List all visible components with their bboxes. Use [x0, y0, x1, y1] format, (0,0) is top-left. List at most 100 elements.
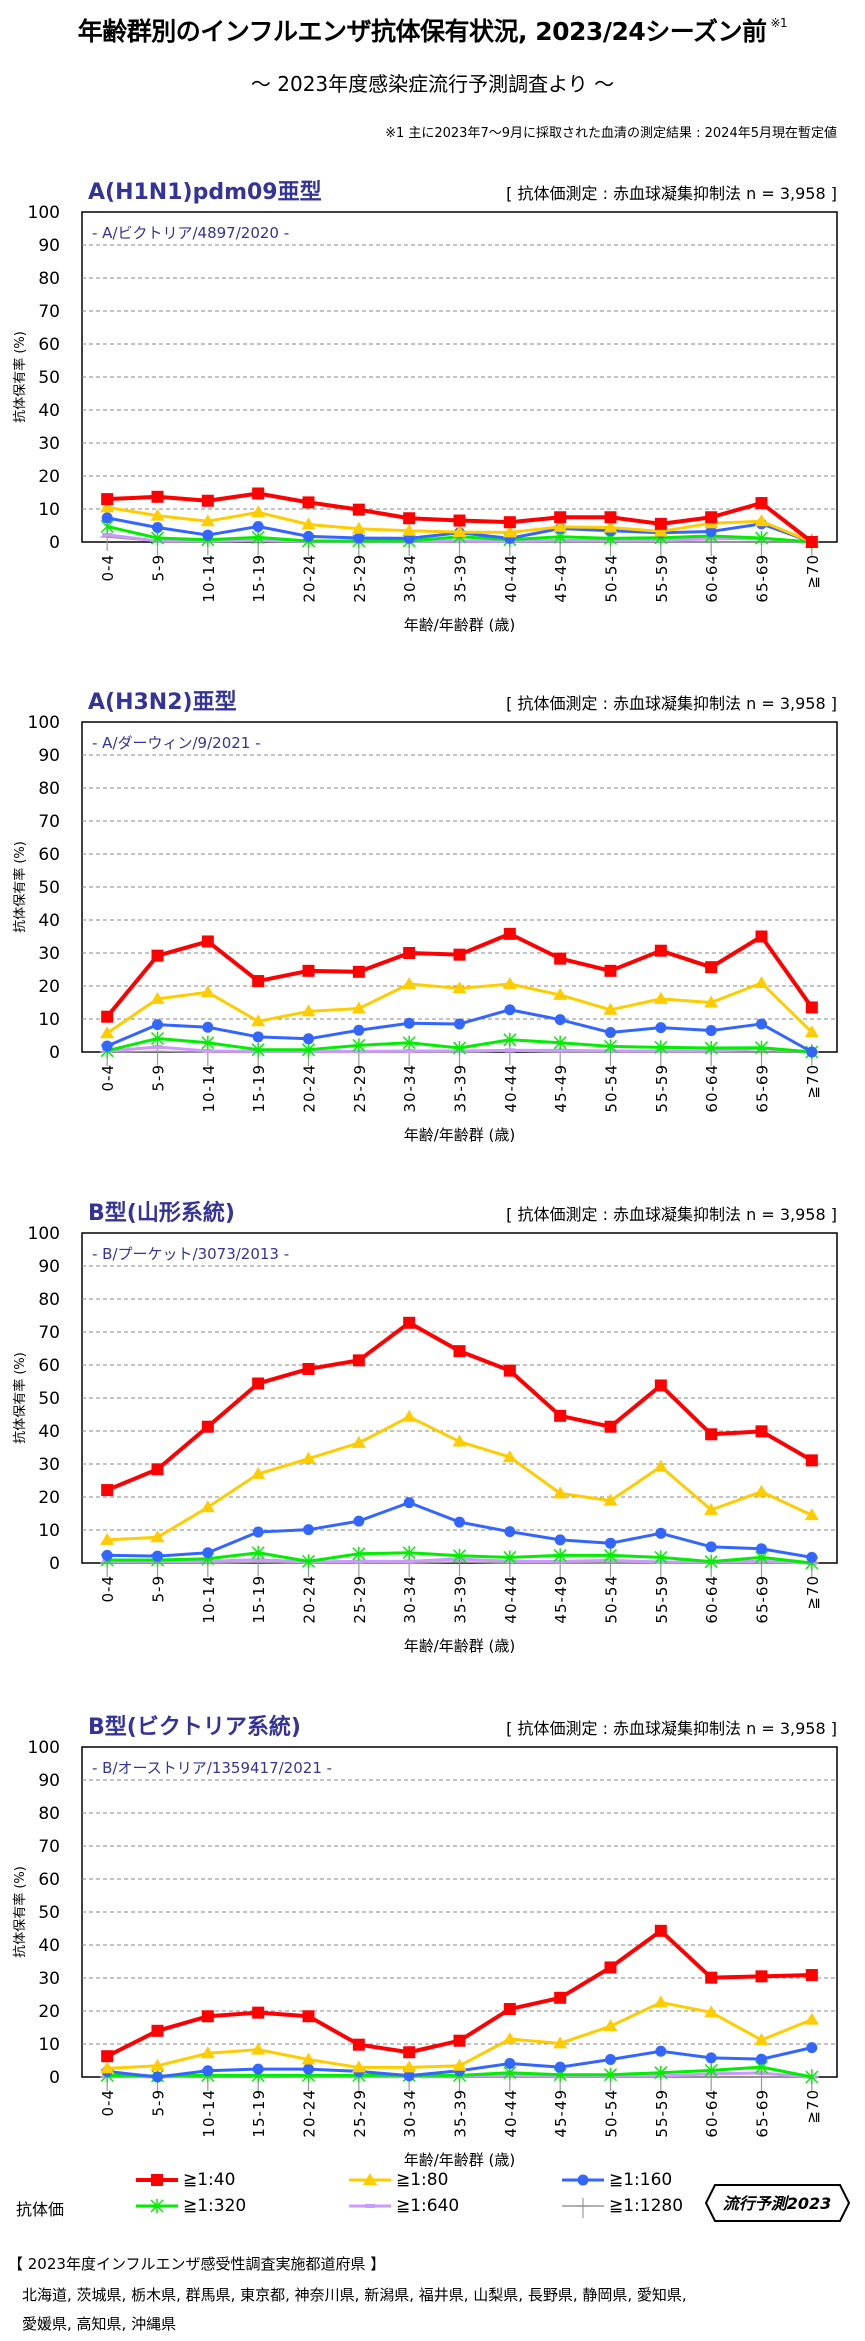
data-point	[452, 1548, 467, 1563]
data-point	[655, 1527, 667, 1539]
legend-item: ≧1:160	[562, 2168, 672, 2192]
data-point	[302, 1362, 315, 1375]
x-tick-label: 15-19	[250, 554, 268, 603]
data-point	[604, 1420, 617, 1433]
y-tick-label: 10	[38, 1521, 60, 1541]
y-tick-label: 40	[38, 1936, 60, 1956]
data-point	[756, 1018, 767, 1030]
y-tick-label: 100	[28, 713, 60, 733]
data-point	[705, 511, 718, 524]
data-point	[353, 1559, 364, 1564]
data-point	[200, 985, 215, 998]
data-point	[804, 1025, 819, 1038]
data-point	[402, 2060, 417, 2073]
x-tick-label: 65-69	[754, 1064, 772, 1113]
data-point	[704, 995, 719, 1008]
x-tick-label: 10-14	[200, 1064, 218, 1113]
data-point	[301, 1042, 316, 1057]
data-point	[654, 944, 667, 957]
data-point	[101, 1010, 114, 1023]
y-tick-label: 70	[38, 302, 60, 322]
y-tick-label: 100	[28, 203, 60, 223]
legend-marker	[150, 2199, 164, 2213]
data-point	[705, 2052, 717, 2064]
data-point	[804, 1508, 819, 1521]
legend-label: ≧1:640	[396, 2196, 460, 2216]
title-footnote-mark: ※1	[770, 16, 788, 30]
data-point	[202, 2065, 214, 2077]
data-point	[303, 1033, 314, 1045]
series-square	[101, 927, 818, 1023]
data-point	[553, 519, 568, 532]
data-point	[201, 1420, 214, 1433]
series-square	[101, 1924, 818, 2063]
footnote: ※1 主に2023年7～9月に採取された血清の測定結果 : 2024年5月現在暫…	[385, 126, 837, 141]
series-asterisk	[100, 1545, 819, 1570]
y-axis-title: 抗体保有率 (%)	[12, 331, 28, 423]
data-point	[704, 2063, 718, 2078]
data-point	[605, 2054, 616, 2066]
data-point	[201, 2010, 214, 2023]
y-tick-label: 40	[38, 1422, 60, 1442]
data-point	[755, 497, 768, 510]
y-tick-label: 80	[38, 1804, 60, 1824]
data-point	[502, 1450, 517, 1463]
legend-label: ≧1:160	[609, 2170, 673, 2190]
data-point	[251, 1042, 265, 1057]
legend-item: ≧1:640	[349, 2194, 459, 2218]
data-point	[504, 1526, 516, 1538]
y-tick-label: 30	[38, 944, 60, 964]
y-tick-label: 30	[38, 1455, 60, 1475]
data-point	[704, 1041, 718, 1056]
data-point	[554, 952, 567, 965]
data-point	[351, 521, 366, 534]
y-tick-label: 60	[38, 1870, 60, 1890]
x-tick-label: 5-9	[150, 1064, 168, 1092]
data-point	[402, 1545, 416, 1560]
data-point	[251, 1014, 266, 1027]
data-point	[100, 1532, 115, 1545]
data-point	[252, 487, 265, 500]
y-tick-label: 20	[38, 977, 60, 997]
data-point	[754, 1484, 769, 1497]
data-point	[301, 2052, 316, 2065]
data-point	[150, 991, 165, 1004]
y-tick-label: 90	[38, 1257, 60, 1277]
data-point	[201, 1035, 215, 1050]
x-tick-label: 50-54	[603, 554, 621, 603]
x-tick-label: 60-64	[703, 2089, 721, 2138]
y-tick-label: 70	[38, 1323, 60, 1343]
data-point	[352, 2038, 365, 2051]
x-tick-label: 50-54	[603, 1064, 621, 1113]
y-tick-label: 30	[38, 1969, 60, 1989]
x-tick-label: 55-59	[653, 2089, 671, 2138]
y-tick-label: 0	[49, 1043, 60, 1063]
data-point	[805, 2070, 819, 2084]
plot-area	[81, 211, 838, 543]
legend-marker	[577, 2174, 589, 2186]
legend-label: ≧1:320	[183, 2196, 247, 2216]
chart-title: B型(山形系統)	[88, 1200, 235, 1226]
data-point	[352, 503, 365, 516]
data-point	[151, 490, 164, 503]
x-tick-label: 20-24	[301, 2089, 319, 2138]
data-point	[200, 514, 215, 527]
data-point	[554, 2061, 566, 2073]
series-square	[101, 1316, 818, 1497]
data-point	[705, 1428, 718, 1441]
x-tick-label: 20-24	[301, 1064, 319, 1113]
data-point	[402, 1035, 416, 1050]
x-tick-label: ≧70	[804, 2089, 822, 2124]
data-point	[303, 2063, 314, 2075]
x-tick-label: 20-24	[301, 1575, 319, 1624]
data-point	[806, 1551, 818, 1563]
y-tick-label: 90	[38, 746, 60, 766]
strain-label: - B/プーケット/3073/2013 -	[92, 1245, 289, 1263]
data-point	[705, 1025, 717, 1037]
y-tick-label: 50	[38, 1389, 60, 1409]
data-point	[252, 1526, 264, 1538]
data-point	[754, 514, 769, 527]
data-point	[404, 1559, 415, 1564]
data-point	[403, 2070, 415, 2082]
square-marker-icon	[136, 2174, 178, 2186]
